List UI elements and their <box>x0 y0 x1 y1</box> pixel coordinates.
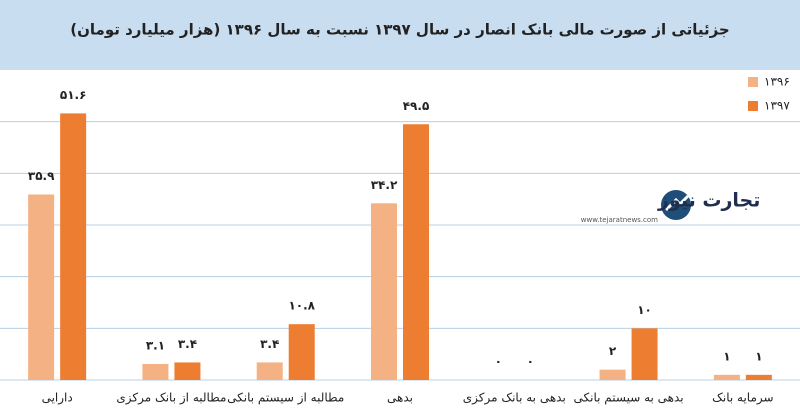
bar <box>28 194 55 380</box>
bar <box>599 369 626 380</box>
data-label: ۵۱.۶ <box>60 88 87 102</box>
plot-area <box>0 70 800 411</box>
legend-swatch <box>748 101 758 111</box>
data-label: ۳.۴ <box>178 337 197 351</box>
watermark-arrow <box>664 194 690 212</box>
data-label: ۰ <box>495 355 502 369</box>
x-tick-label: بدهی <box>387 391 413 405</box>
bar <box>60 113 87 381</box>
x-tick-label: مطالبه از بانک مرکزی <box>116 391 226 406</box>
data-label: ۴۹.۵ <box>403 99 430 113</box>
bar <box>256 362 283 380</box>
bar <box>142 363 169 380</box>
x-tick-label: مطالبه از سیستم بانکی <box>227 391 344 406</box>
watermark-name: تجارت نیوز <box>657 190 760 212</box>
data-label: ۳۵.۹ <box>28 169 55 183</box>
data-label: ۱ <box>755 349 762 363</box>
bar <box>631 328 658 380</box>
watermark-url: www.tejaratnews.com <box>581 216 658 224</box>
data-label: ۱ <box>723 349 730 363</box>
bar <box>288 324 315 380</box>
x-tick-label: دارایی <box>42 391 73 406</box>
bar <box>371 203 397 380</box>
data-label: ۳.۱ <box>146 338 165 352</box>
bar <box>713 374 740 380</box>
chart-title: جزئیاتی از صورت مالی بانک انصار در سال ۱… <box>70 21 730 39</box>
data-label: ۳.۴ <box>260 337 279 351</box>
bar <box>403 124 429 380</box>
bar <box>174 362 201 380</box>
x-tick-label: بدهی به بانک مرکزی <box>463 391 566 406</box>
watermark: تجارت نیوز www.tejaratnews.com <box>581 190 761 225</box>
legend-label: ۱۳۹۷ <box>764 99 790 113</box>
x-tick-label: بدهی به سیستم بانکی <box>574 391 684 405</box>
data-label: ۱۰.۸ <box>288 299 315 313</box>
data-label: ۰ <box>527 355 534 369</box>
data-label: ۲ <box>609 344 617 358</box>
watermark-icon <box>661 190 691 220</box>
legend-label: ۱۳۹۶ <box>764 75 790 89</box>
bar <box>745 374 772 380</box>
data-label: ۳۴.۲ <box>371 178 398 192</box>
data-label: ۱۰ <box>637 303 652 317</box>
x-tick-label: سرمایه بانک <box>712 391 773 406</box>
legend-swatch <box>748 77 758 87</box>
